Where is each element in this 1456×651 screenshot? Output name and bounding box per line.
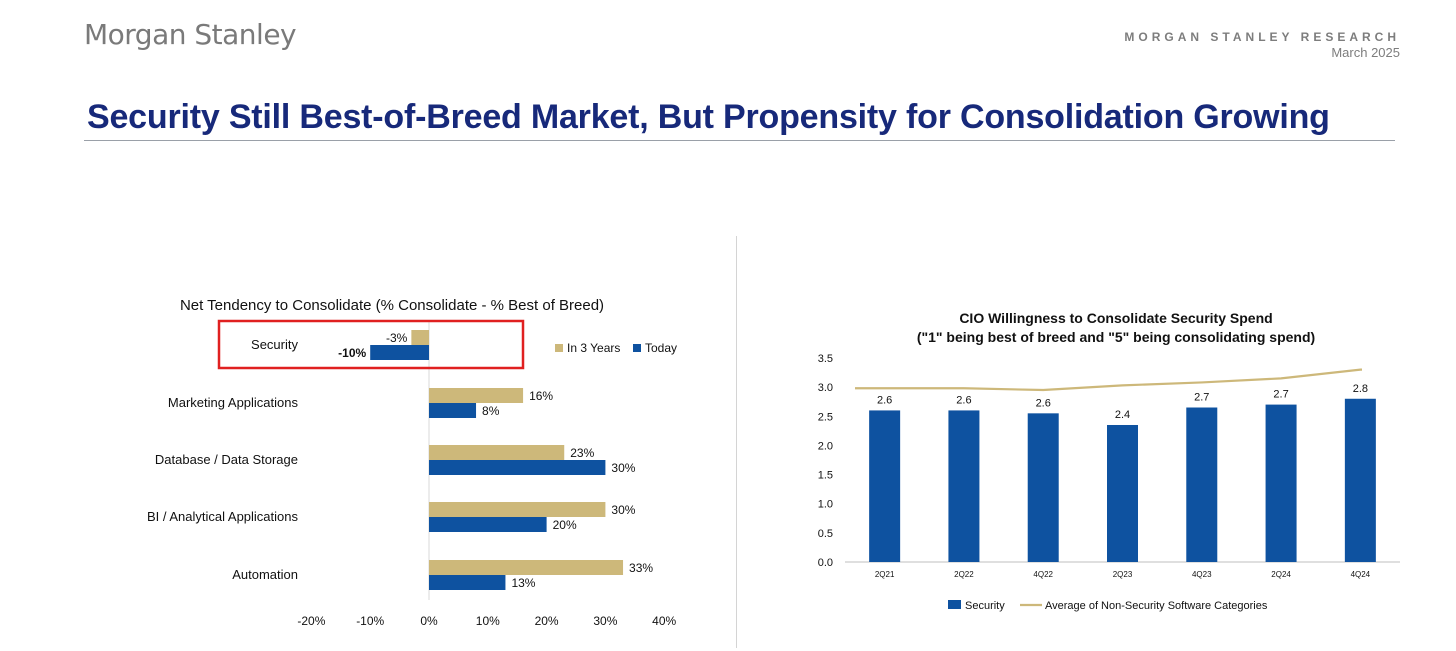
- chart1-data-label: 33%: [629, 561, 653, 575]
- chart1-x-tick: 0%: [420, 614, 438, 628]
- in3years-bar: [429, 388, 524, 403]
- chart1-data-label: 23%: [570, 446, 594, 460]
- chart1-x-tick: 20%: [535, 614, 559, 628]
- chart2-data-label: 2.6: [877, 394, 892, 406]
- morgan-stanley-logo: Morgan Stanley: [84, 18, 297, 51]
- chart1-x-tick: 10%: [476, 614, 500, 628]
- report-date: March 2025: [1331, 45, 1400, 60]
- in3years-bar: [429, 560, 624, 575]
- chart1-x-tick: 40%: [652, 614, 676, 628]
- chart1-x-tick: 30%: [593, 614, 617, 628]
- chart1-category-label: Automation: [232, 567, 298, 582]
- legend-swatch-security: [948, 600, 961, 609]
- chart2-legend-label: Average of Non-Security Software Categor…: [1045, 600, 1268, 612]
- chart2-y-tick: 1.5: [818, 470, 833, 482]
- chart1-title: Net Tendency to Consolidate (% Consolida…: [180, 297, 604, 314]
- security-bar: [869, 410, 901, 562]
- chart1-x-tick: -10%: [356, 614, 384, 628]
- chart2-y-tick: 3.0: [818, 382, 833, 394]
- chart2-data-label: 2.8: [1353, 383, 1368, 395]
- security-bar: [1107, 424, 1138, 562]
- in3years-bar: [429, 445, 565, 460]
- security-highlight-box: [217, 319, 525, 370]
- page-title: Security Still Best-of-Breed Market, But…: [87, 98, 1330, 136]
- chart2-y-tick: 0.0: [818, 557, 833, 569]
- consolidation-tendency-chart: Net Tendency to Consolidate (% Consolida…: [147, 297, 677, 628]
- chart2-data-label: 2.6: [1036, 397, 1051, 409]
- chart1-category-label: Security: [251, 337, 298, 352]
- chart2-data-label: 2.7: [1273, 389, 1288, 401]
- chart1-data-label: 30%: [611, 461, 635, 475]
- today-bar: [429, 575, 506, 590]
- chart2-y-tick: 0.5: [818, 528, 833, 540]
- security-bar: [948, 410, 980, 562]
- chart2-x-tick: 2Q22: [954, 570, 974, 579]
- chart2-y-tick: 1.0: [818, 499, 833, 511]
- chart1-data-label: -10%: [338, 346, 366, 360]
- chart1-data-label: 30%: [611, 503, 635, 517]
- today-bar: [429, 517, 547, 532]
- report-tag: MORGAN STANLEY RESEARCH March 2025: [1124, 30, 1400, 60]
- chart1-category-label: Marketing Applications: [168, 395, 299, 410]
- chart1-category-label: BI / Analytical Applications: [147, 509, 299, 524]
- in3years-bar: [411, 330, 429, 345]
- chart1-data-label: 20%: [553, 518, 577, 532]
- chart2-data-label: 2.4: [1115, 409, 1130, 421]
- non-security-average-line: [855, 368, 1362, 392]
- chart1-legend-label: In 3 Years: [567, 341, 620, 355]
- security-bar: [1265, 404, 1297, 562]
- title-rule: [84, 140, 1395, 141]
- chart2-title: CIO Willingness to Consolidate Security …: [959, 310, 1272, 326]
- legend-swatch-in3years: [555, 344, 563, 352]
- chart1-category-label: Database / Data Storage: [155, 452, 298, 467]
- chart1-data-label: -3%: [386, 331, 408, 345]
- chart2-x-tick: 2Q24: [1271, 570, 1291, 579]
- chart2-y-tick: 3.5: [818, 353, 833, 365]
- chart2-y-tick: 2.5: [818, 411, 833, 423]
- chart1-legend-label: Today: [645, 341, 677, 355]
- chart2-legend-label: Security: [965, 600, 1005, 612]
- chart2-y-tick: 2.0: [818, 440, 833, 452]
- chart2-data-label: 2.6: [956, 394, 971, 406]
- chart1-data-label: 16%: [529, 389, 553, 403]
- security-bar: [1344, 398, 1376, 562]
- today-bar: [429, 403, 477, 418]
- chart2-x-tick: 2Q23: [1113, 570, 1133, 579]
- security-bar: [1027, 413, 1059, 562]
- panel-divider: [736, 236, 737, 648]
- chart2-x-tick: 4Q22: [1033, 570, 1053, 579]
- chart2-subtitle: ("1" being best of breed and "5" being c…: [917, 329, 1315, 345]
- chart2-x-tick: 2Q21: [875, 570, 895, 579]
- security-bar: [1186, 407, 1218, 562]
- chart2-x-tick: 4Q23: [1192, 570, 1212, 579]
- research-label: MORGAN STANLEY RESEARCH: [1124, 30, 1400, 44]
- chart1-x-tick: -20%: [297, 614, 325, 628]
- today-bar: [429, 460, 606, 475]
- chart1-data-label: 13%: [511, 576, 535, 590]
- today-bar: [370, 345, 429, 360]
- chart2-data-label: 2.7: [1194, 392, 1209, 404]
- legend-swatch-today: [633, 344, 641, 352]
- in3years-bar: [429, 502, 606, 517]
- chart1-data-label: 8%: [482, 404, 500, 418]
- chart2-x-tick: 4Q24: [1351, 570, 1371, 579]
